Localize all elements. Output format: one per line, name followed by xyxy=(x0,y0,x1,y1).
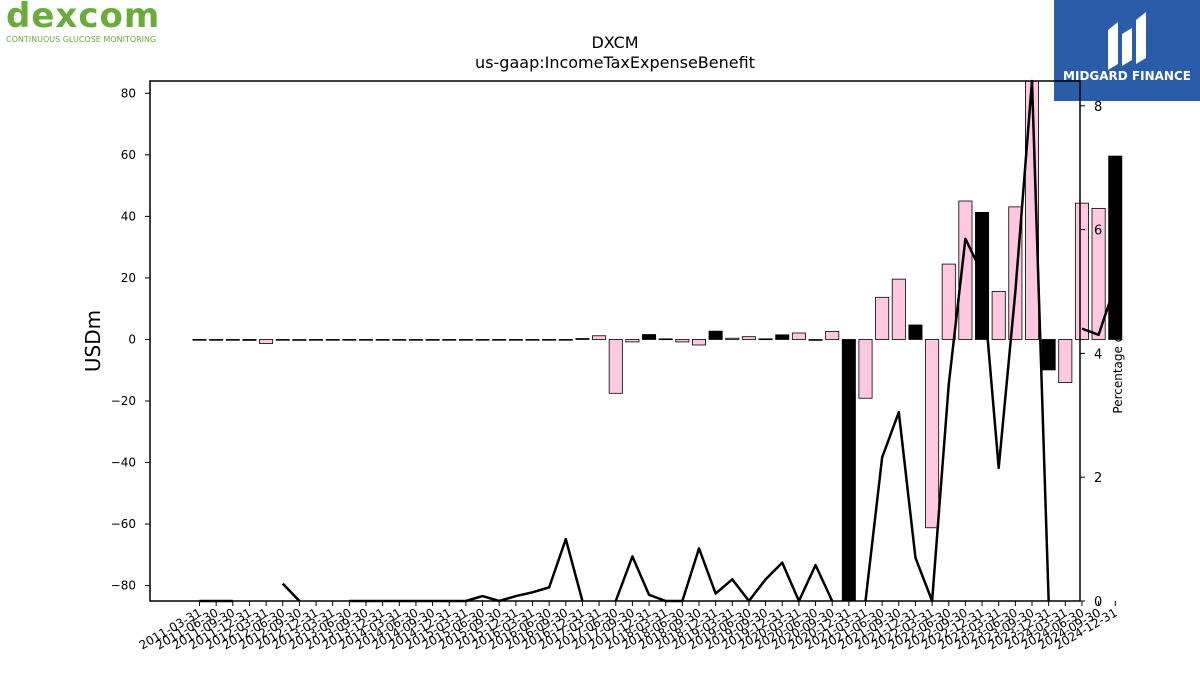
bar xyxy=(825,331,840,340)
y2-tick-label: 6 xyxy=(1094,224,1102,239)
y-tick-label: 20 xyxy=(121,271,136,285)
y-tick-label: −40 xyxy=(111,456,136,470)
bar xyxy=(209,339,224,341)
bar xyxy=(858,339,873,399)
bar xyxy=(725,337,740,340)
y2-tick-label: 8 xyxy=(1094,100,1102,115)
dexcom-logo: dexcom CONTINUOUS GLUCOSE MONITORING xyxy=(6,0,186,48)
y-axis-label: USDm xyxy=(81,310,105,372)
bar xyxy=(542,339,557,341)
percentage-line-segment xyxy=(349,537,584,603)
y-tick-label: 40 xyxy=(121,209,136,223)
midgard-finance-logo: MIDGARD FINANCE xyxy=(1054,0,1200,101)
bar xyxy=(325,339,340,341)
y-tick-label: −20 xyxy=(111,394,136,408)
percentage-line-segment xyxy=(614,547,834,603)
plot-frame xyxy=(149,80,1081,602)
midgard-logo-text: MIDGARD FINANCE xyxy=(1063,69,1191,83)
bar xyxy=(342,339,357,341)
bar xyxy=(458,339,473,341)
bar xyxy=(608,339,623,394)
bar xyxy=(442,339,457,341)
y-tick-label: 80 xyxy=(121,86,136,100)
bar xyxy=(225,339,240,341)
y-tick-label: −60 xyxy=(111,517,136,531)
bar xyxy=(592,335,607,340)
chart-subtitle: us-gaap:IncomeTaxExpenseBenefit xyxy=(475,53,755,72)
bar xyxy=(675,339,690,343)
bar xyxy=(292,339,307,341)
bar xyxy=(558,339,573,341)
bar xyxy=(941,263,956,340)
bar xyxy=(525,339,540,341)
bar xyxy=(192,339,207,341)
bar xyxy=(492,339,507,341)
bar xyxy=(575,338,590,340)
bar xyxy=(708,330,723,340)
y-tick-label: 0 xyxy=(128,332,136,346)
bar xyxy=(808,339,823,341)
bar xyxy=(791,332,806,340)
bar xyxy=(741,336,756,340)
bar xyxy=(692,339,707,346)
y-tick-label: −80 xyxy=(111,579,136,593)
bar xyxy=(309,339,324,341)
bar xyxy=(775,334,790,340)
bar xyxy=(408,339,423,341)
percentage-line-segment xyxy=(281,582,301,602)
bar xyxy=(392,339,407,341)
bar xyxy=(642,334,657,340)
dexcom-logo-wordmark: dexcom xyxy=(6,0,161,36)
bar xyxy=(508,339,523,341)
bar xyxy=(925,339,940,529)
bar xyxy=(1041,339,1056,371)
percentage-line-segment xyxy=(1081,284,1117,337)
bar xyxy=(758,338,773,341)
y-tick-label: 60 xyxy=(121,148,136,162)
bar xyxy=(958,200,973,340)
bar xyxy=(658,338,673,341)
percentage-line-segment xyxy=(864,79,1050,603)
bar xyxy=(1074,202,1089,340)
bar xyxy=(425,339,440,341)
bar xyxy=(358,339,373,341)
bar xyxy=(1108,155,1123,340)
y2-tick-label: 2 xyxy=(1094,471,1102,486)
bar xyxy=(908,324,923,340)
chart-title: DXCM xyxy=(591,33,638,52)
bar xyxy=(259,339,274,344)
midgard-logo-mark-icon xyxy=(1108,12,1146,70)
bar xyxy=(475,339,490,341)
dexcom-logo-tagline: CONTINUOUS GLUCOSE MONITORING xyxy=(6,35,157,44)
bar xyxy=(375,339,390,341)
bar xyxy=(1091,207,1106,340)
bar xyxy=(1058,339,1073,383)
bar xyxy=(841,339,856,602)
y2-tick-label: 4 xyxy=(1094,347,1102,362)
bar xyxy=(875,296,890,340)
bar xyxy=(275,339,290,341)
bar xyxy=(625,339,640,343)
bar xyxy=(891,278,906,340)
bar xyxy=(991,291,1006,340)
bar xyxy=(242,339,257,341)
